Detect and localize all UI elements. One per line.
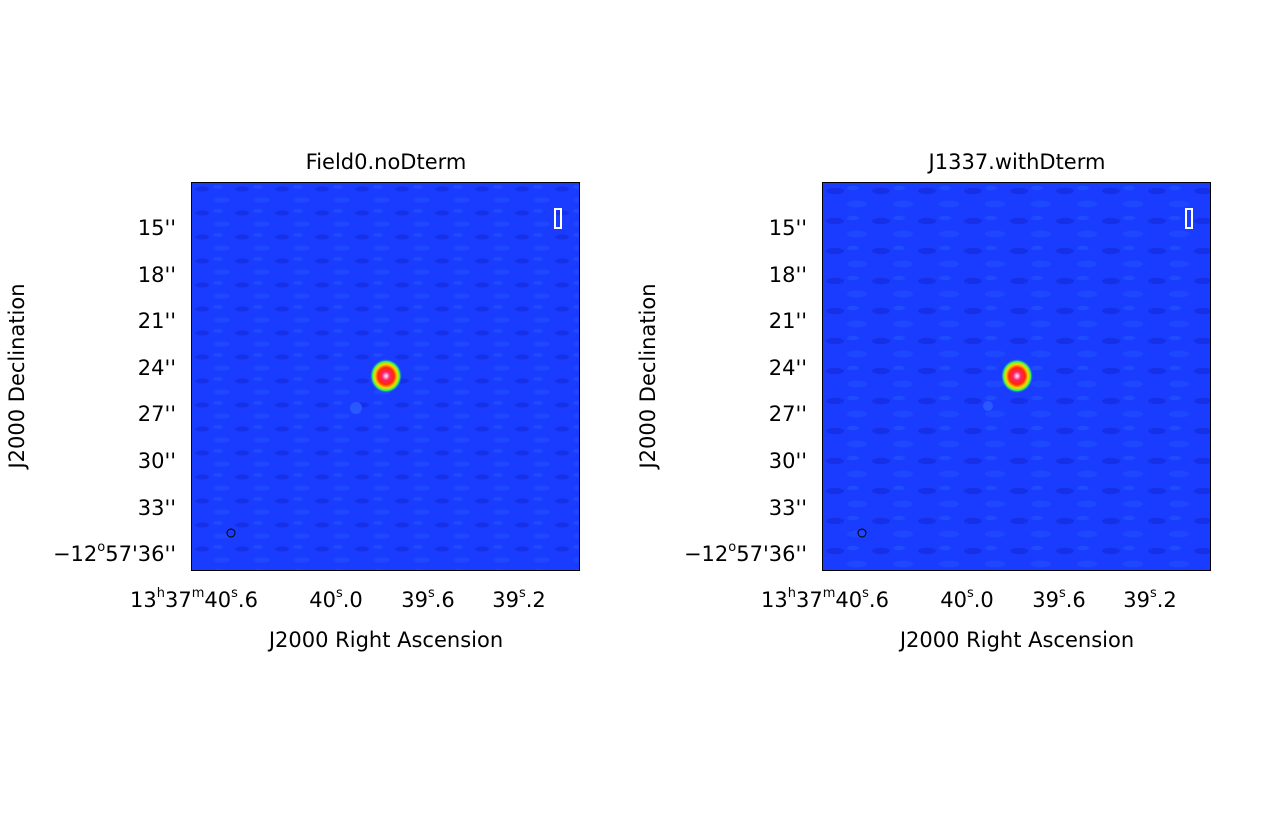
ytick-24: 24'' [137, 356, 176, 380]
radio-image [823, 183, 1210, 570]
ytick-21: 21'' [768, 309, 807, 333]
x-axis-label: J2000 Right Ascension [268, 628, 504, 652]
ytick-27: 27'' [137, 402, 176, 426]
xtick-39.2: 39s.2 [1123, 586, 1177, 612]
xtick-40.0: 40s.0 [309, 586, 363, 612]
xtick-40.6: 13h37m40s.6 [130, 586, 258, 612]
ytick-21: 21'' [137, 309, 176, 333]
ytick-30: 30'' [768, 449, 807, 473]
panel-right: J1337.withDterm [631, 0, 1262, 832]
ytick-27: 27'' [768, 402, 807, 426]
radio-image [192, 183, 579, 570]
ytick-33: 33'' [137, 496, 176, 520]
ytick-36: −12o57'36'' [52, 540, 176, 566]
x-axis-label: J2000 Right Ascension [899, 628, 1135, 652]
image-plot[interactable] [191, 182, 580, 571]
ytick-33: 33'' [768, 496, 807, 520]
y-axis-label: J2000 Declination [5, 283, 29, 469]
source-blob [1001, 359, 1033, 393]
xtick-40.6: 13h37m40s.6 [761, 586, 889, 612]
beam-ellipse [226, 528, 236, 538]
ytick-18: 18'' [137, 263, 176, 287]
ytick-30: 30'' [137, 449, 176, 473]
ytick-15: 15'' [768, 216, 807, 240]
panel-left: Field0.noDterm [5, 150, 580, 652]
scale-marker [554, 208, 562, 229]
beam-ellipse [857, 528, 867, 538]
ytick-24: 24'' [768, 356, 807, 380]
xtick-40.0: 40s.0 [940, 586, 994, 612]
ytick-15: 15'' [137, 216, 176, 240]
panel-title: Field0.noDterm [305, 150, 467, 174]
xtick-39.2: 39s.2 [492, 586, 546, 612]
source-blob [370, 359, 402, 393]
ytick-18: 18'' [768, 263, 807, 287]
xtick-39.6: 39s.6 [401, 586, 455, 612]
ytick-36: −12o57'36'' [683, 540, 807, 566]
scale-marker [1185, 208, 1193, 229]
image-plot[interactable] [822, 182, 1211, 571]
y-axis-label: J2000 Declination [636, 283, 660, 469]
panel-title: J1337.withDterm [928, 150, 1106, 174]
xtick-39.6: 39s.6 [1032, 586, 1086, 612]
